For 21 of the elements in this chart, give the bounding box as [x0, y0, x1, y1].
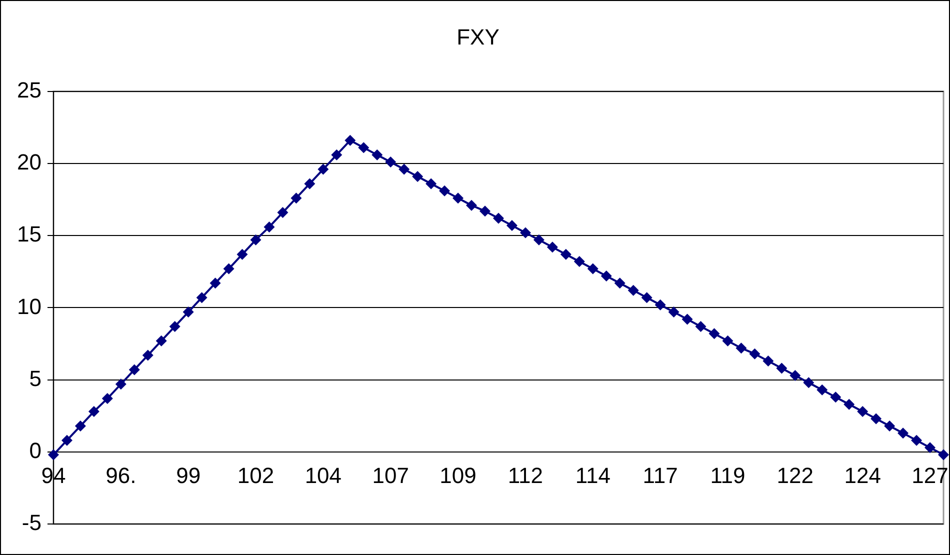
x-tick-label: 119 — [710, 463, 746, 488]
y-tick-label: 0 — [29, 438, 42, 463]
x-tick-label: 117 — [642, 463, 678, 488]
x-tick-label: 96. — [106, 463, 136, 488]
y-tick-label: -5 — [22, 510, 42, 536]
x-tick-label: 99 — [176, 463, 201, 488]
y-tick-label: 15 — [16, 222, 42, 247]
x-tick-label: 124 — [844, 463, 881, 488]
x-tick-label: 109 — [440, 463, 476, 488]
x-tick-label: 114 — [575, 463, 610, 488]
x-tick-label: 122 — [776, 463, 814, 488]
y-tick-label: 5 — [29, 366, 42, 391]
x-tick-label: 127 — [912, 463, 948, 488]
x-tick-label: 112 — [508, 463, 543, 488]
x-tick-label: 102 — [237, 463, 274, 488]
chart-title: FXY — [456, 24, 500, 50]
y-tick-label: 10 — [16, 294, 42, 319]
x-tick-label: 104 — [304, 463, 342, 488]
y-tick-label: 25 — [16, 77, 42, 102]
x-tick-label: 107 — [372, 463, 409, 488]
y-tick-label: 20 — [16, 150, 42, 175]
